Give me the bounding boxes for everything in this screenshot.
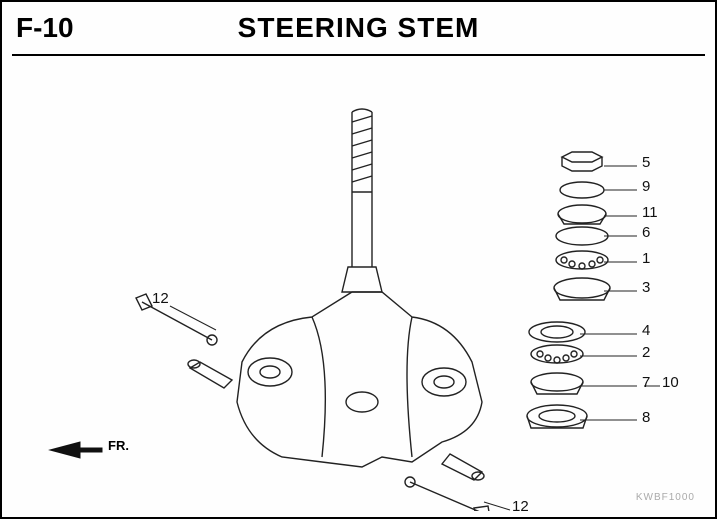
front-arrow-icon <box>50 442 102 458</box>
page-title: STEERING STEM <box>238 12 480 44</box>
callout-ref: 1 <box>642 250 650 267</box>
callout-ref: 5 <box>642 154 650 171</box>
callout-ref: 12 <box>152 290 169 307</box>
page-header: F-10 STEERING STEM <box>2 12 715 52</box>
callout-ref: 2 <box>642 344 650 361</box>
callout-ref: 3 <box>642 279 650 296</box>
callout-ref: 6 <box>642 224 650 241</box>
callout-ref: 8 <box>642 409 650 426</box>
callout-ref: 4 <box>642 322 650 339</box>
callout-ref: 10 <box>662 374 679 391</box>
section-code: F-10 <box>16 12 74 44</box>
callout-ref: 9 <box>642 178 650 195</box>
callout-ref: 7 <box>642 374 650 391</box>
document-number: KWBF1000 <box>636 492 695 503</box>
front-label: FR. <box>108 438 129 453</box>
header-rule <box>12 54 705 56</box>
callout-ref: 11 <box>642 204 658 221</box>
page-frame: F-10 STEERING STEM <box>0 0 717 519</box>
exploded-diagram: 59116134271081212 FR. <box>12 62 705 507</box>
callout-ref: 12 <box>512 498 529 515</box>
